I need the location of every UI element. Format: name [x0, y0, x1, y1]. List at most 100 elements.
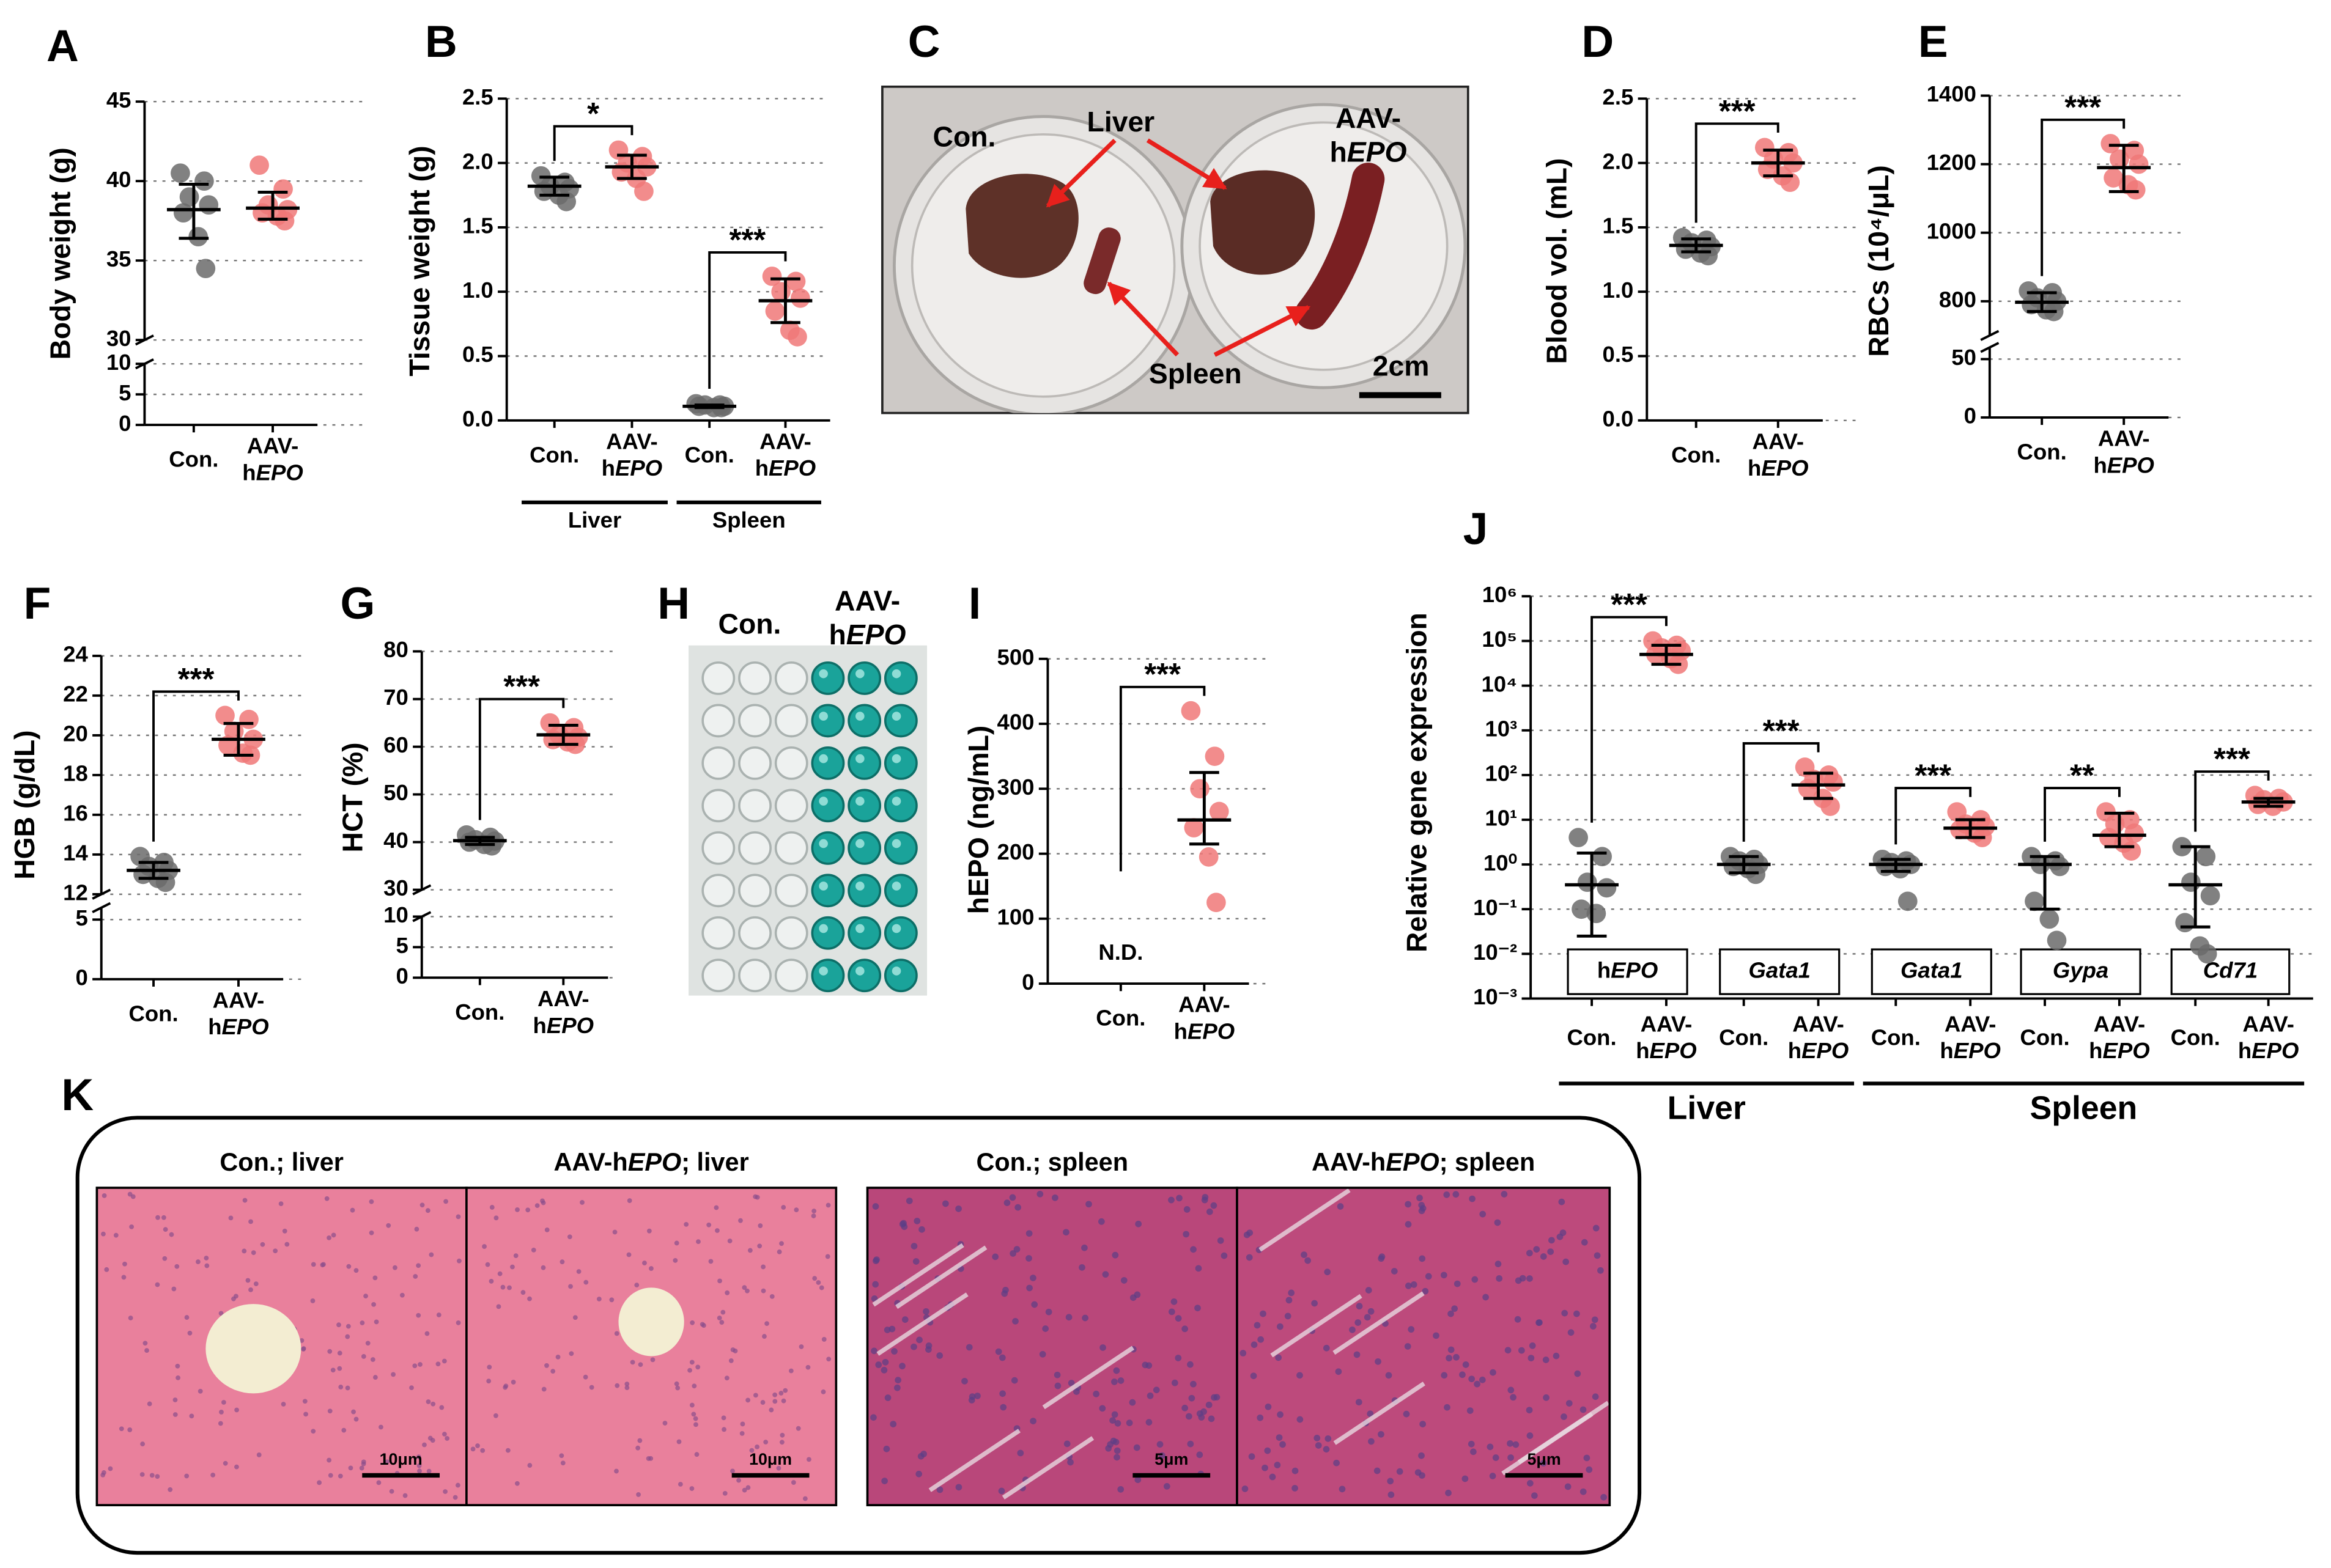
nucleus: [802, 1496, 808, 1501]
scale-label: 2cm: [1373, 350, 1430, 382]
nucleus: [242, 1248, 247, 1254]
significance: ***: [2214, 742, 2250, 776]
nucleus: [1296, 1416, 1304, 1423]
x-tick-label: AAV-hEPO: [1788, 1011, 1849, 1063]
nucleus: [1291, 1467, 1299, 1474]
data-point: [1206, 893, 1226, 913]
nucleus: [119, 1426, 124, 1432]
nucleus: [144, 1348, 149, 1353]
nucleus: [1168, 1308, 1175, 1316]
y-tick-label: 400: [997, 710, 1035, 735]
nucleus: [1405, 1283, 1412, 1289]
nucleus: [1471, 1276, 1479, 1283]
photo-label: Liver: [1087, 106, 1155, 138]
nucleus: [470, 1446, 476, 1452]
nucleus: [234, 1464, 239, 1470]
nucleus: [1134, 1291, 1141, 1298]
nucleus: [361, 1354, 366, 1359]
y-tick-label: 12: [63, 880, 88, 905]
nucleus: [372, 1275, 378, 1281]
chart: A 30 35 40 45 0 5 10 Body weight (g) Con. AAV-hEPO: [45, 21, 366, 485]
well: [848, 789, 882, 823]
nucleus: [102, 1470, 106, 1475]
chart: F 12 14 16 18 20 22 24 0 5 HGB (g/dL) Con. AAV-hEPO *…: [9, 579, 306, 1039]
nucleus: [1592, 1224, 1600, 1232]
data-point: [556, 191, 577, 212]
nucleus: [974, 1393, 981, 1399]
nucleus: [1030, 1275, 1036, 1281]
well: [738, 661, 772, 695]
well: [738, 789, 772, 823]
nucleus: [936, 1352, 944, 1359]
nucleus: [1479, 1376, 1486, 1383]
well: [884, 661, 918, 695]
streak: [1501, 1412, 1594, 1476]
well-highlight: [819, 754, 828, 764]
nucleus: [337, 1350, 342, 1356]
well-highlight: [819, 924, 828, 933]
nucleus: [630, 1360, 635, 1365]
nucleus: [189, 1413, 194, 1419]
nucleus: [416, 1463, 422, 1468]
nucleus: [1408, 1326, 1415, 1333]
nucleus: [371, 1301, 376, 1307]
y-tick-label: 1200: [1927, 150, 1976, 175]
nucleus: [221, 1400, 226, 1405]
nucleus: [1416, 1194, 1423, 1202]
nucleus: [1323, 1446, 1330, 1453]
nucleus: [890, 1421, 897, 1427]
gene-label: Gata1: [1901, 957, 1963, 982]
nucleus: [1110, 1378, 1118, 1385]
data-point: [2200, 886, 2220, 906]
nucleus: [614, 1331, 619, 1336]
nucleus: [429, 1252, 434, 1257]
nucleus: [1159, 1452, 1166, 1459]
nucleus: [742, 1285, 747, 1290]
nucleus: [1274, 1462, 1281, 1468]
nucleus: [184, 1473, 190, 1479]
panel-letter: A: [46, 21, 79, 71]
nucleus: [1490, 1369, 1496, 1376]
significance-bracket: [1894, 787, 1972, 845]
well: [811, 704, 845, 738]
x-tick-label: AAV-hEPO: [242, 433, 303, 485]
nucleus: [1288, 1289, 1295, 1297]
axis-break: [1980, 342, 2000, 353]
data-point: [1209, 801, 1229, 822]
nucleus: [1536, 1319, 1543, 1326]
liver: [1210, 170, 1315, 275]
nucleus: [572, 1315, 578, 1320]
nucleus: [1526, 1250, 1533, 1257]
well: [811, 874, 845, 908]
well: [811, 916, 845, 950]
nucleus: [1368, 1438, 1375, 1445]
data-point: [1823, 772, 1843, 792]
y-axis-label: Relative gene expression: [1401, 613, 1433, 952]
nucleus: [1185, 1413, 1192, 1420]
well: [738, 916, 772, 950]
nucleus: [327, 1408, 333, 1414]
significance-bracket: [478, 698, 565, 820]
nucleus: [345, 1334, 350, 1339]
nucleus: [560, 1460, 566, 1466]
data-point: [1890, 859, 1910, 879]
nucleus: [327, 1235, 331, 1240]
histology-image: [1236, 1188, 1610, 1506]
nucleus: [780, 1432, 785, 1438]
nucleus: [122, 1261, 127, 1267]
nucleus: [1114, 1419, 1121, 1427]
nucleus: [720, 1309, 726, 1315]
data-point: [2110, 149, 2129, 169]
well: [811, 661, 845, 695]
data-point: [1199, 847, 1219, 867]
nucleus: [455, 1482, 460, 1488]
panel-letter: F: [24, 579, 51, 628]
nucleus: [328, 1473, 333, 1478]
y-tick-label: 10⁻³: [1473, 984, 1517, 1009]
nucleus: [278, 1201, 284, 1207]
well: [774, 874, 808, 908]
nucleus: [1418, 1207, 1425, 1215]
nucleus: [912, 1258, 920, 1265]
streak: [876, 1292, 969, 1356]
nucleus: [1134, 1476, 1142, 1484]
